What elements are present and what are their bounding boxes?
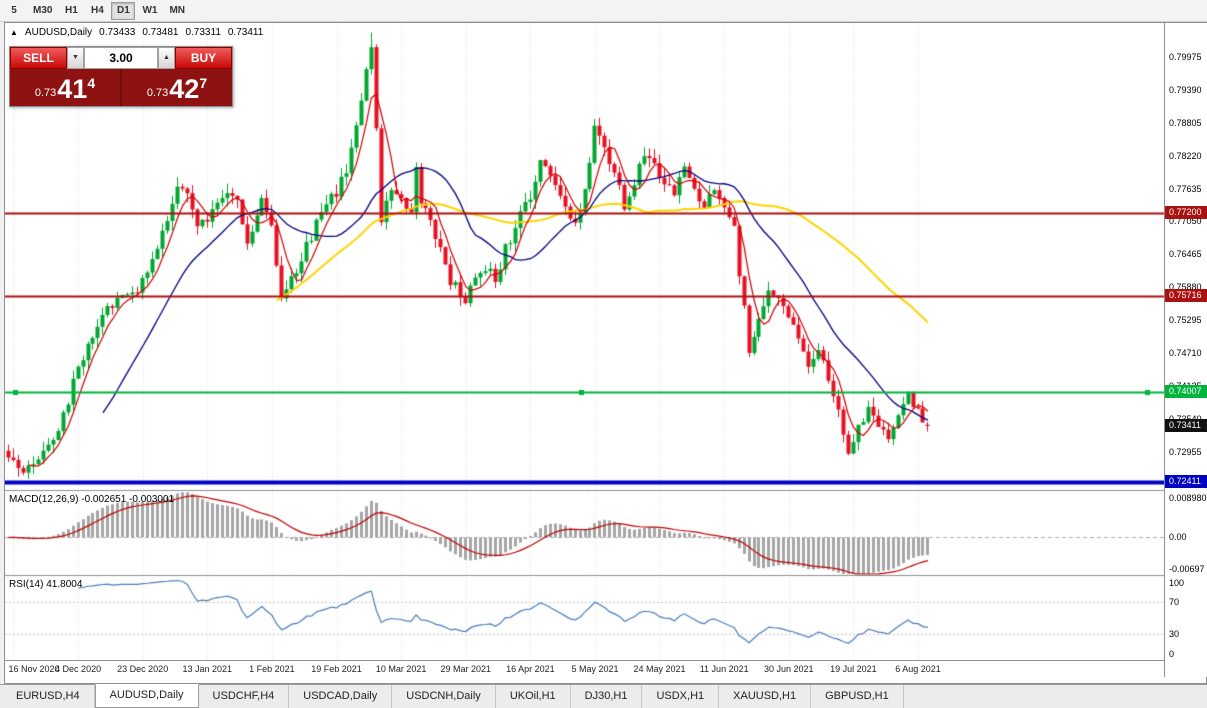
timeframe-toolbar: 5 M30 H1 H4 D1 W1 MN — [0, 0, 1207, 22]
rsi-indicator-label: RSI(14) 41.8004 — [9, 579, 82, 590]
price-axis-label: 0.75295 — [1169, 315, 1202, 326]
price-axis-label: 0.77050 — [1169, 216, 1202, 227]
buy-price-main: 42 — [169, 74, 200, 104]
timeframe-button-m30[interactable]: M30 — [33, 4, 53, 16]
time-axis-label: 24 May 2021 — [633, 664, 686, 674]
macd-name: MACD(12,26,9) — [9, 494, 79, 505]
up-arrow-icon: ▲ — [163, 54, 170, 61]
price-axis-label: 0.77635 — [1169, 183, 1202, 194]
chart-title: AUDUSD,Daily — [24, 27, 93, 38]
buy-price-display: 0.73 42 7 — [122, 69, 232, 106]
chart-header: ▲ AUDUSD,Daily 0.73433 0.73481 0.73311 0… — [10, 27, 263, 38]
macd-axis-label: 0.00 — [1169, 532, 1187, 543]
time-axis-label: 29 Mar 2021 — [440, 664, 491, 674]
tab-usdchf-h4[interactable]: USDCHF,H4 — [199, 685, 290, 708]
price-axis-label: 0.78220 — [1169, 150, 1202, 161]
price-axis-label: 0.73540 — [1169, 414, 1202, 424]
buy-button[interactable]: BUY — [175, 47, 232, 69]
level-price-badge: 0.72411 — [1165, 475, 1207, 489]
level-price-badge: 0.77200 — [1165, 205, 1207, 219]
time-axis-label: 23 Dec 2020 — [117, 664, 169, 674]
time-axis-label: 4 Dec 2020 — [55, 664, 102, 674]
macd-values: -0.002651 -0.003001 — [81, 494, 175, 505]
price-divider — [120, 69, 122, 106]
tab-xauusd-h1[interactable]: XAUUSD,H1 — [719, 685, 812, 708]
tab-eurusd-h4[interactable]: EURUSD,H4 — [2, 685, 95, 708]
time-axis-label: 30 Jun 2021 — [764, 664, 814, 674]
macd-indicator-label: MACD(12,26,9) -0.002651 -0.003001 — [9, 494, 174, 505]
tab-usdcnh-daily[interactable]: USDCNH,Daily — [392, 685, 496, 708]
time-axis-label: 16 Apr 2021 — [506, 664, 555, 674]
chart-canvas[interactable] — [5, 23, 1164, 660]
timeframe-button-mn[interactable]: MN — [169, 4, 186, 16]
price-axis[interactable]: 0.79975 0.79390 0.78805 0.78220 0.77635 0.770… — [1164, 23, 1207, 677]
chart-icon: ▲ — [10, 27, 18, 37]
timeframe-button-h4[interactable]: H4 — [91, 4, 104, 16]
price-axis-label: 0.79390 — [1169, 84, 1202, 95]
sell-price-main: 41 — [57, 74, 88, 104]
volume-decrease-button[interactable]: ▼ — [67, 47, 84, 69]
sell-price-pip: 4 — [87, 75, 96, 91]
chart-window: ▲ AUDUSD,Daily 0.73433 0.73481 0.73311 0… — [4, 22, 1207, 684]
volume-increase-button[interactable]: ▲ — [158, 47, 175, 69]
ohlc-low: 0.73311 — [185, 27, 221, 38]
chart-tabs-bar: EURUSD,H4 AUDUSD,Daily USDCHF,H4 USDCAD,Dai… — [0, 684, 1207, 708]
down-arrow-icon: ▼ — [72, 54, 79, 61]
sell-price-prefix: 0.73 — [34, 87, 57, 99]
price-axis-label: 0.72955 — [1169, 446, 1202, 457]
time-axis-label: 19 Jul 2021 — [830, 664, 877, 674]
macd-axis-label: 0.008980 — [1169, 493, 1207, 503]
tab-audusd-daily[interactable]: AUDUSD,Daily — [94, 684, 199, 708]
time-axis-label: 6 Aug 2021 — [895, 664, 941, 674]
volume-input[interactable] — [84, 47, 158, 69]
rsi-value: 41.8004 — [46, 579, 83, 590]
price-axis-label: 0.75880 — [1169, 282, 1202, 293]
rsi-axis-label: 30 — [1169, 629, 1180, 639]
ohlc-high: 0.73481 — [142, 27, 179, 38]
rsi-axis-label: 70 — [1169, 597, 1180, 607]
buy-price-pip: 7 — [199, 75, 208, 91]
ohlc-open: 0.73433 — [99, 27, 136, 38]
ohlc-close: 0.73411 — [227, 27, 264, 38]
price-axis-label: 0.74710 — [1169, 347, 1202, 358]
price-axis-label: 0.79975 — [1169, 52, 1202, 62]
timeframe-button-5[interactable]: 5 — [11, 4, 17, 16]
bid-price-badge: 0.73411 — [1165, 418, 1207, 432]
tab-usdcad-daily[interactable]: USDCAD,Daily — [289, 685, 393, 708]
time-axis-label: 19 Feb 2021 — [311, 664, 362, 674]
price-axis-label: 0.76465 — [1169, 249, 1202, 260]
time-axis-label: 11 Jun 2021 — [699, 664, 749, 674]
rsi-name: RSI(14) — [9, 579, 44, 590]
time-axis-label: 5 May 2021 — [571, 664, 619, 674]
sell-button[interactable]: SELL — [10, 47, 67, 69]
time-axis[interactable]: 16 Nov 2020 4 Dec 2020 23 Dec 2020 13 Jan 2… — [5, 660, 1164, 677]
timeframe-button-w1[interactable]: W1 — [142, 4, 158, 16]
tab-ukoil-h1[interactable]: UKOil,H1 — [496, 685, 571, 708]
rsi-axis-label: 0 — [1169, 649, 1175, 659]
tab-dj30-h1[interactable]: DJ30,H1 — [571, 685, 643, 708]
tab-usdx-h1[interactable]: USDX,H1 — [642, 685, 720, 708]
level-price-badge: 0.75716 — [1165, 289, 1207, 303]
time-axis-label: 16 Nov 2020 — [8, 664, 60, 674]
timeframe-button-d1[interactable]: D1 — [111, 1, 136, 20]
time-axis-label: 10 Mar 2021 — [375, 664, 427, 674]
macd-axis-label: -0.00697 — [1169, 564, 1205, 574]
tab-gbpusd-h1[interactable]: GBPUSD,H1 — [811, 685, 904, 708]
price-axis-label: 0.78805 — [1169, 117, 1202, 128]
time-axis-label: 13 Jan 2021 — [182, 664, 233, 674]
buy-price-prefix: 0.73 — [146, 87, 169, 99]
timeframe-button-h1[interactable]: H1 — [65, 4, 78, 16]
sell-price-display: 0.73 41 4 — [10, 69, 120, 106]
level-price-badge: 0.74007 — [1165, 385, 1207, 399]
time-axis-label: 1 Feb 2021 — [249, 664, 295, 674]
rsi-axis-label: 100 — [1169, 578, 1185, 588]
